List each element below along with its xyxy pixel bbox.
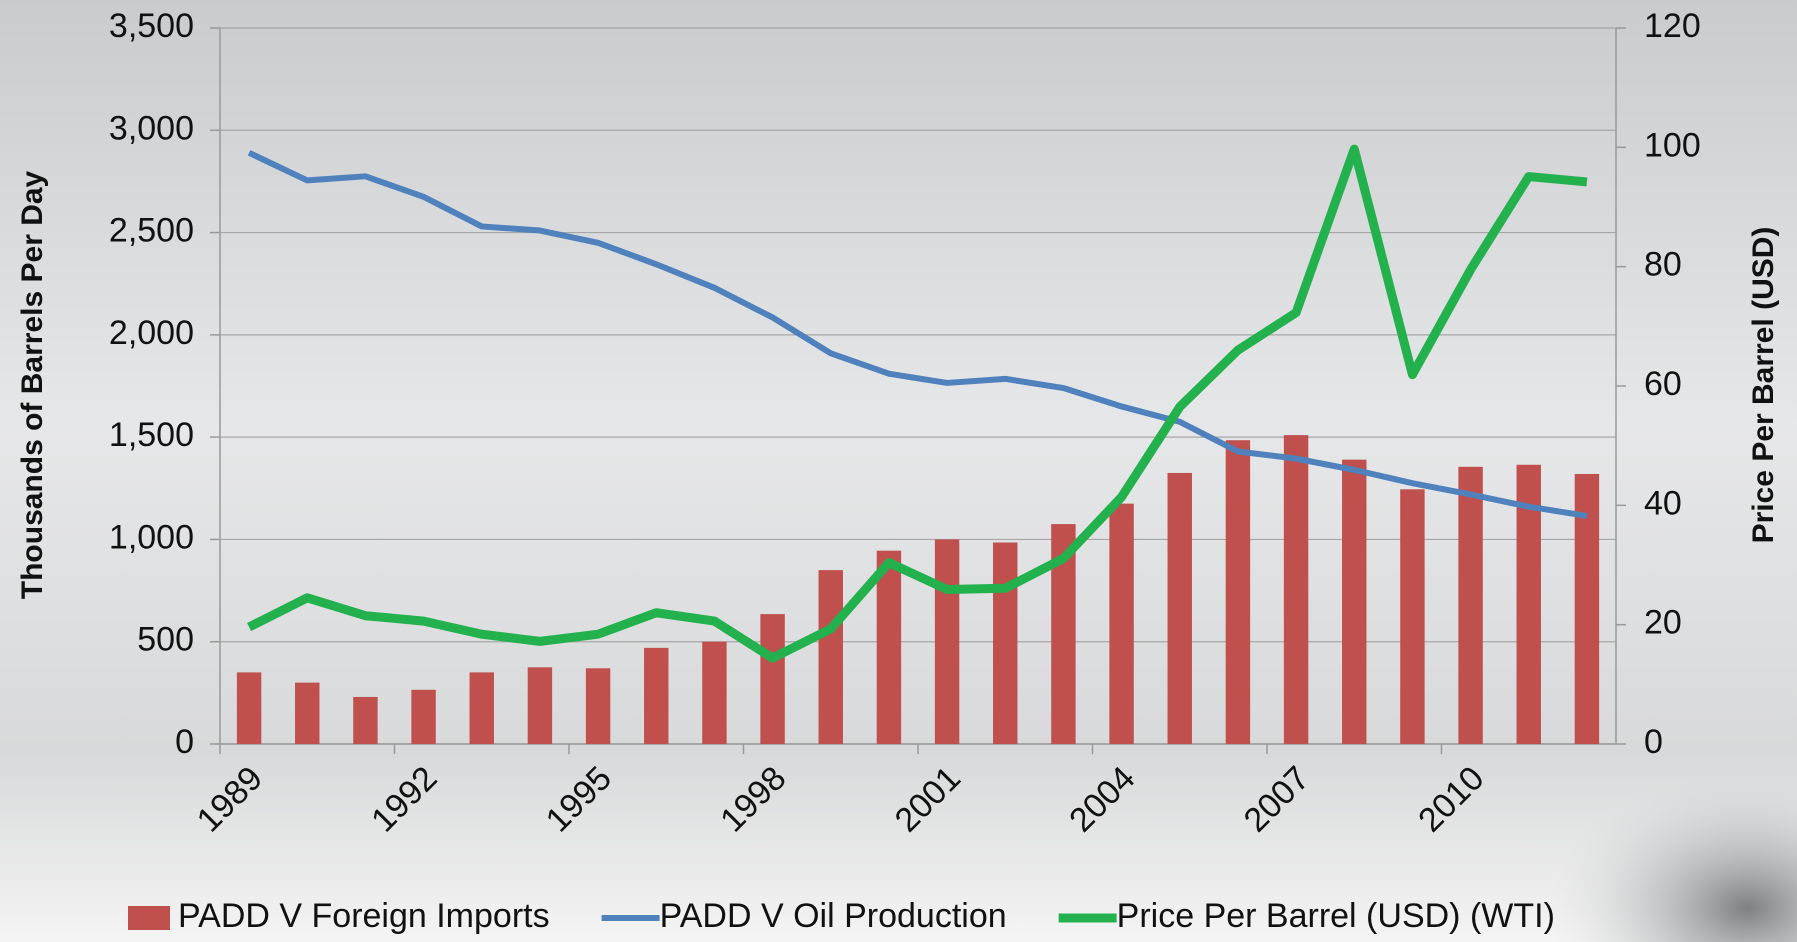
y2-tick-label: 100 bbox=[1644, 126, 1701, 164]
bar bbox=[585, 668, 611, 744]
bar bbox=[1458, 466, 1483, 744]
y-tick-label: 2,500 bbox=[109, 212, 194, 250]
bar bbox=[1400, 489, 1425, 744]
y-tick-label: 3,500 bbox=[109, 7, 194, 45]
y2-tick-label: 80 bbox=[1644, 246, 1682, 284]
legend-label: PADD V Foreign Imports bbox=[178, 897, 550, 935]
background-hill bbox=[1300, 600, 1797, 942]
y-tick-label: 3,000 bbox=[109, 109, 194, 147]
legend-label: Price Per Barrel (USD) (WTI) bbox=[1117, 897, 1555, 935]
y-tick-label: 1,000 bbox=[109, 518, 194, 556]
bar bbox=[1342, 459, 1367, 744]
bar bbox=[934, 539, 960, 744]
y2-tick-label: 20 bbox=[1644, 604, 1682, 642]
bar bbox=[295, 682, 320, 744]
y2-tick-label: 60 bbox=[1644, 365, 1682, 403]
y2-tick-label: 40 bbox=[1644, 484, 1682, 522]
bar bbox=[876, 550, 902, 744]
bar bbox=[818, 570, 843, 744]
bar bbox=[1167, 472, 1192, 744]
line bbox=[247, 144, 1588, 663]
bar bbox=[1516, 464, 1541, 744]
bar bbox=[353, 696, 378, 744]
y-axis-title: Thousands of Barrels Per Day bbox=[16, 170, 49, 599]
y2-tick-label: 0 bbox=[1644, 723, 1663, 761]
y2-tick-label: 120 bbox=[1644, 7, 1701, 45]
y-tick-label: 0 bbox=[175, 723, 194, 761]
bar bbox=[760, 614, 785, 744]
y-tick-label: 500 bbox=[137, 621, 194, 659]
bar bbox=[469, 672, 494, 744]
y-tick-label: 1,500 bbox=[109, 416, 194, 454]
line bbox=[247, 150, 1588, 519]
bar bbox=[236, 672, 262, 744]
y2-axis-title: Price Per Barrel (USD) bbox=[1747, 227, 1780, 544]
bar bbox=[702, 641, 727, 744]
bar bbox=[527, 667, 553, 744]
bar bbox=[993, 542, 1018, 744]
bar bbox=[644, 647, 669, 744]
bar bbox=[1109, 503, 1134, 744]
legend-swatch bbox=[128, 906, 170, 930]
y-tick-label: 2,000 bbox=[109, 314, 194, 352]
bar bbox=[1574, 473, 1600, 744]
bar bbox=[1283, 435, 1309, 744]
legend-label: PADD V Oil Production bbox=[660, 897, 1007, 935]
bar bbox=[1225, 440, 1251, 744]
bar bbox=[411, 689, 436, 744]
